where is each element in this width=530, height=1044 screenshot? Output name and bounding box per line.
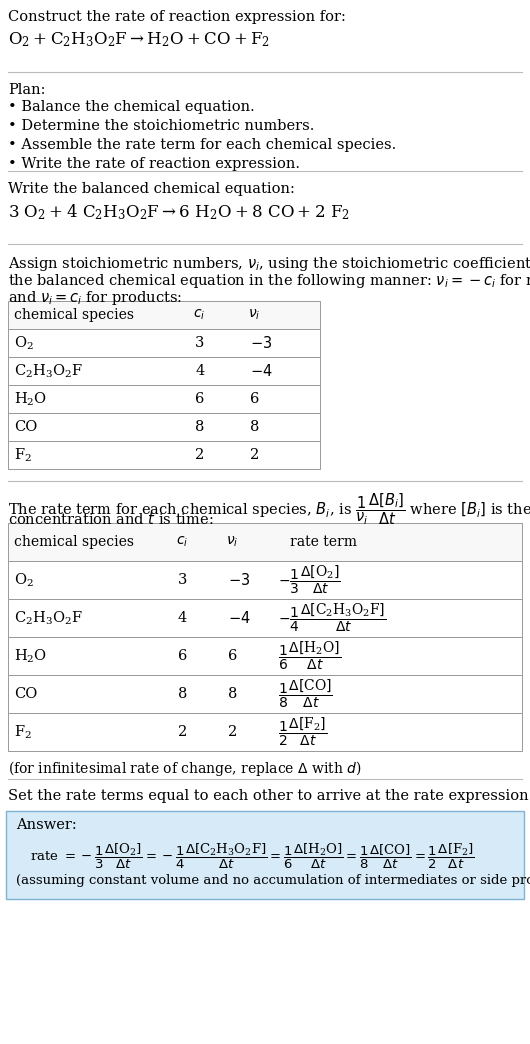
Bar bbox=[8, 561, 522, 599]
Bar bbox=[8, 523, 522, 561]
Text: Construct the rate of reaction expression for:: Construct the rate of reaction expressio… bbox=[8, 10, 346, 24]
Text: CO: CO bbox=[14, 420, 38, 434]
Text: $\mathregular{H_2O}$: $\mathregular{H_2O}$ bbox=[14, 390, 47, 408]
Text: $\mathregular{F_2}$: $\mathregular{F_2}$ bbox=[14, 446, 32, 464]
Text: $-3$: $-3$ bbox=[250, 335, 272, 351]
Text: • Determine the stoichiometric numbers.: • Determine the stoichiometric numbers. bbox=[8, 119, 314, 133]
Text: $-\dfrac{1}{3}\dfrac{\Delta[\mathregular{O_2}]}{\Delta t}$: $-\dfrac{1}{3}\dfrac{\Delta[\mathregular… bbox=[278, 564, 341, 596]
Text: $\nu_i$: $\nu_i$ bbox=[226, 535, 238, 549]
Text: • Assemble the rate term for each chemical species.: • Assemble the rate term for each chemic… bbox=[8, 138, 396, 152]
Bar bbox=[8, 385, 320, 413]
Text: $\dfrac{1}{6}\dfrac{\Delta[\mathregular{H_2O}]}{\Delta t}$: $\dfrac{1}{6}\dfrac{\Delta[\mathregular{… bbox=[278, 640, 341, 672]
Text: $\mathregular{O_2 + C_2H_3O_2F \rightarrow H_2O + CO + F_2}$: $\mathregular{O_2 + C_2H_3O_2F \rightarr… bbox=[8, 30, 270, 49]
Text: 6: 6 bbox=[195, 392, 205, 406]
Text: 8: 8 bbox=[195, 420, 205, 434]
Text: Set the rate terms equal to each other to arrive at the rate expression:: Set the rate terms equal to each other t… bbox=[8, 789, 530, 803]
Text: $\mathregular{3\ O_2 + 4\ C_2H_3O_2F \rightarrow 6\ H_2O + 8\ CO + 2\ F_2}$: $\mathregular{3\ O_2 + 4\ C_2H_3O_2F \ri… bbox=[8, 201, 350, 221]
Text: the balanced chemical equation in the following manner: $\nu_i = -c_i$ for react: the balanced chemical equation in the fo… bbox=[8, 272, 530, 290]
Text: 3: 3 bbox=[195, 336, 205, 350]
Text: and $\nu_i = c_i$ for products:: and $\nu_i = c_i$ for products: bbox=[8, 289, 182, 307]
Text: $\mathregular{F_2}$: $\mathregular{F_2}$ bbox=[14, 723, 32, 740]
Text: Answer:: Answer: bbox=[16, 818, 77, 832]
Text: 2: 2 bbox=[195, 448, 204, 462]
Text: concentration and $t$ is time:: concentration and $t$ is time: bbox=[8, 511, 214, 527]
Text: 4: 4 bbox=[178, 611, 187, 625]
Text: 2: 2 bbox=[228, 725, 237, 739]
Text: $\dfrac{1}{2}\dfrac{\Delta[\mathregular{F_2}]}{\Delta t}$: $\dfrac{1}{2}\dfrac{\Delta[\mathregular{… bbox=[278, 716, 327, 749]
Bar bbox=[8, 357, 320, 385]
Text: $\mathregular{H_2O}$: $\mathregular{H_2O}$ bbox=[14, 647, 47, 665]
Text: $\nu_i$: $\nu_i$ bbox=[248, 308, 260, 323]
Text: CO: CO bbox=[14, 687, 38, 701]
Bar bbox=[8, 329, 320, 357]
Text: $-\dfrac{1}{4}\dfrac{\Delta[\mathregular{C_2H_3O_2F}]}{\Delta t}$: $-\dfrac{1}{4}\dfrac{\Delta[\mathregular… bbox=[278, 601, 386, 634]
Text: Write the balanced chemical equation:: Write the balanced chemical equation: bbox=[8, 182, 295, 196]
Text: $\mathregular{C_2H_3O_2F}$: $\mathregular{C_2H_3O_2F}$ bbox=[14, 610, 83, 626]
Text: $-4$: $-4$ bbox=[228, 610, 251, 626]
Text: 6: 6 bbox=[250, 392, 259, 406]
Text: $-4$: $-4$ bbox=[250, 363, 272, 379]
Bar bbox=[8, 301, 320, 329]
Text: $\mathregular{O_2}$: $\mathregular{O_2}$ bbox=[14, 571, 34, 589]
Text: $\dfrac{1}{8}\dfrac{\Delta[\mathregular{CO}]}{\Delta t}$: $\dfrac{1}{8}\dfrac{\Delta[\mathregular{… bbox=[278, 678, 333, 710]
Text: 4: 4 bbox=[195, 364, 204, 378]
Bar bbox=[8, 413, 320, 441]
Text: $-3$: $-3$ bbox=[228, 572, 250, 588]
Bar bbox=[8, 675, 522, 713]
Text: $c_i$: $c_i$ bbox=[176, 535, 188, 549]
Text: $\mathregular{C_2H_3O_2F}$: $\mathregular{C_2H_3O_2F}$ bbox=[14, 362, 83, 380]
Text: (for infinitesimal rate of change, replace $\Delta$ with $d$): (for infinitesimal rate of change, repla… bbox=[8, 759, 362, 778]
Text: 2: 2 bbox=[178, 725, 187, 739]
Text: (assuming constant volume and no accumulation of intermediates or side products): (assuming constant volume and no accumul… bbox=[16, 874, 530, 887]
Bar bbox=[8, 637, 522, 675]
Text: • Balance the chemical equation.: • Balance the chemical equation. bbox=[8, 100, 255, 114]
Text: chemical species: chemical species bbox=[14, 535, 134, 549]
Text: • Write the rate of reaction expression.: • Write the rate of reaction expression. bbox=[8, 157, 300, 171]
Text: 8: 8 bbox=[250, 420, 259, 434]
Text: $c_i$: $c_i$ bbox=[193, 308, 205, 323]
Bar bbox=[6, 811, 524, 899]
Bar bbox=[8, 441, 320, 469]
Text: chemical species: chemical species bbox=[14, 308, 134, 322]
Text: The rate term for each chemical species, $B_i$, is $\dfrac{1}{\nu_i}\dfrac{\Delt: The rate term for each chemical species,… bbox=[8, 491, 530, 526]
Text: 6: 6 bbox=[228, 649, 237, 663]
Text: 6: 6 bbox=[178, 649, 188, 663]
Bar bbox=[8, 599, 522, 637]
Text: Assign stoichiometric numbers, $\nu_i$, using the stoichiometric coefficients, $: Assign stoichiometric numbers, $\nu_i$, … bbox=[8, 255, 530, 272]
Text: 8: 8 bbox=[178, 687, 188, 701]
Text: 3: 3 bbox=[178, 573, 188, 587]
Text: 2: 2 bbox=[250, 448, 259, 462]
Bar bbox=[8, 713, 522, 751]
Text: $\mathregular{O_2}$: $\mathregular{O_2}$ bbox=[14, 334, 34, 352]
Text: Plan:: Plan: bbox=[8, 84, 46, 97]
Text: rate $= -\dfrac{1}{3}\dfrac{\Delta[\mathregular{O_2}]}{\Delta t} = -\dfrac{1}{4}: rate $= -\dfrac{1}{3}\dfrac{\Delta[\math… bbox=[30, 843, 475, 872]
Text: rate term: rate term bbox=[290, 535, 357, 549]
Text: 8: 8 bbox=[228, 687, 237, 701]
